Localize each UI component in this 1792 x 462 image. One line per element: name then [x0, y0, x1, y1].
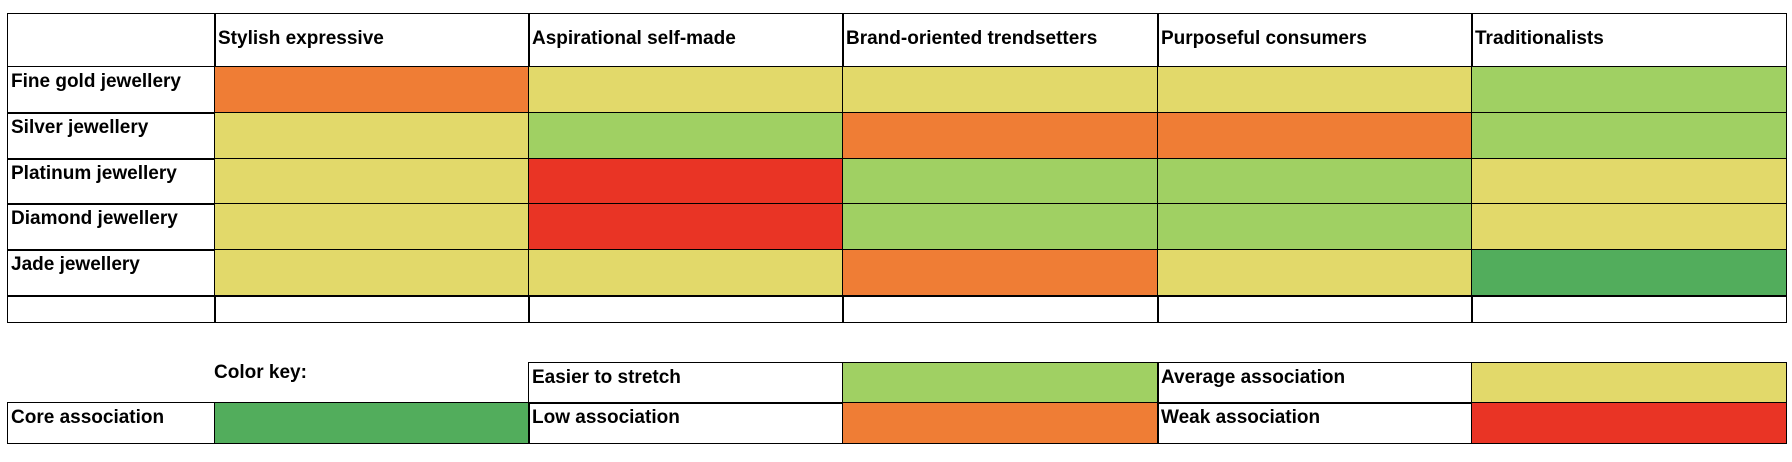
color-cell	[528, 203, 844, 251]
color-cell	[842, 249, 1159, 297]
color-cell	[1157, 249, 1473, 297]
color-cell	[214, 66, 530, 114]
key-label: Weak association	[1157, 402, 1473, 444]
column-header: Stylish expressive	[214, 13, 530, 67]
empty-cell	[528, 295, 844, 323]
empty-cell	[7, 295, 216, 323]
color-cell	[1471, 66, 1787, 114]
key-swatch	[842, 362, 1159, 404]
color-key-title: Color key:	[214, 362, 307, 383]
color-cell	[214, 112, 530, 160]
color-cell	[214, 203, 530, 251]
color-cell	[214, 249, 530, 297]
key-swatch	[1471, 402, 1787, 444]
color-cell	[842, 66, 1159, 114]
color-cell	[214, 158, 530, 205]
key-label: Easier to stretch	[528, 362, 844, 404]
row-header: Jade jewellery	[7, 249, 216, 297]
color-cell	[528, 158, 844, 205]
color-cell	[1471, 249, 1787, 297]
column-header: Traditionalists	[1471, 13, 1787, 67]
empty-cell	[1157, 295, 1473, 323]
empty-cell	[842, 295, 1159, 323]
color-cell	[528, 249, 844, 297]
color-cell	[1157, 112, 1473, 160]
color-cell	[1157, 158, 1473, 205]
row-header: Fine gold jewellery	[7, 66, 216, 114]
key-label: Low association	[528, 402, 844, 444]
key-swatch	[1471, 362, 1787, 404]
color-cell	[842, 203, 1159, 251]
key-swatch	[842, 402, 1159, 444]
key-label: Average association	[1157, 362, 1473, 404]
row-header: Platinum jewellery	[7, 158, 216, 205]
color-cell	[842, 112, 1159, 160]
color-cell	[1471, 158, 1787, 205]
empty-cell	[1471, 295, 1787, 323]
color-cell	[842, 158, 1159, 205]
row-header: Silver jewellery	[7, 112, 216, 160]
row-header: Diamond jewellery	[7, 203, 216, 251]
empty-cell	[214, 295, 530, 323]
column-header: Purposeful consumers	[1157, 13, 1473, 67]
color-cell	[1157, 203, 1473, 251]
color-cell	[528, 112, 844, 160]
key-label: Core association	[7, 402, 216, 444]
color-cell	[528, 66, 844, 114]
color-cell	[1157, 66, 1473, 114]
color-cell	[1471, 112, 1787, 160]
key-swatch	[214, 402, 530, 444]
corner-cell	[7, 13, 216, 67]
column-header: Aspirational self-made	[528, 13, 844, 67]
color-cell	[1471, 203, 1787, 251]
column-header: Brand-oriented trendsetters	[842, 13, 1159, 67]
